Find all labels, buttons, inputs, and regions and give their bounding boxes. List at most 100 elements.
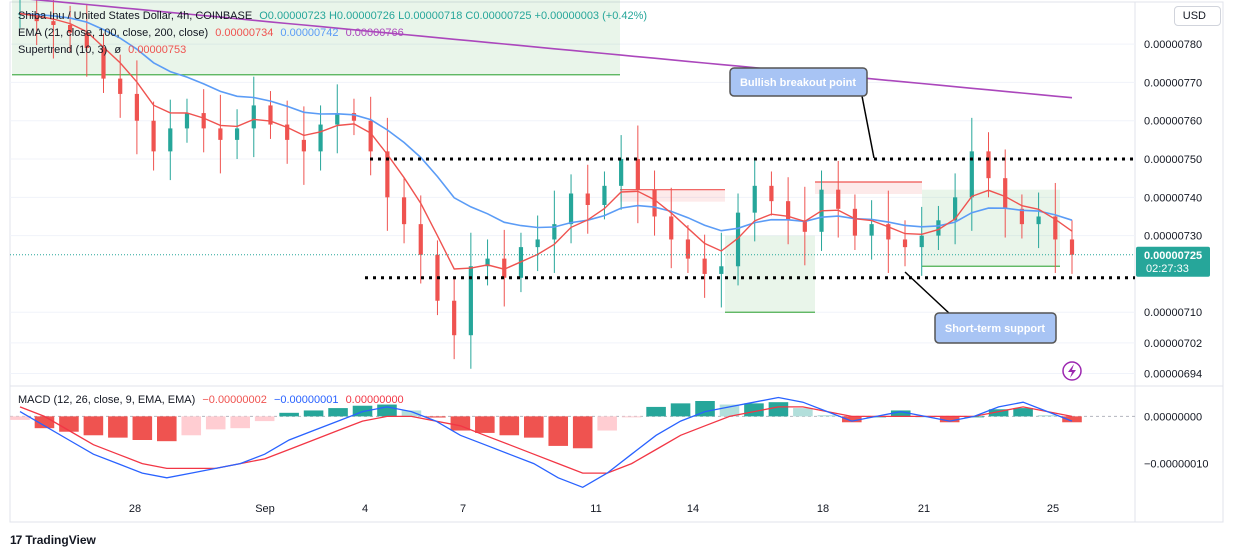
macd-histogram-bar — [1037, 415, 1058, 417]
macd-histogram-bar — [426, 416, 446, 418]
macd-histogram-bar — [842, 416, 862, 423]
macd-histogram-bar — [475, 416, 495, 433]
macd-histogram-bar — [939, 416, 960, 423]
candle-body — [335, 113, 340, 125]
candle-body — [368, 120, 373, 152]
macd-histogram-bar — [523, 416, 544, 438]
candle-body — [468, 266, 473, 336]
supertrend-value: 0.00000753 — [128, 44, 187, 56]
candle-body — [51, 21, 56, 25]
candle-body — [669, 216, 674, 240]
candle-body — [1053, 216, 1058, 240]
price-badge-countdown: 02:27:33 — [1146, 263, 1189, 275]
macd-histogram-bar — [303, 410, 324, 417]
supertrend-zone — [620, 189, 725, 202]
price-tick-label: 0.00000702 — [1144, 338, 1202, 350]
callout-box — [934, 312, 1057, 344]
ema100-value: 0.00000742 — [280, 27, 339, 39]
legend-symbol-row: Shiba Inu / United States Dollar, 4h, CO… — [18, 9, 647, 23]
currency-button[interactable]: USD — [1173, 6, 1221, 26]
candle-body — [101, 47, 106, 79]
ema-label: EMA (21, close, 100, close, 200, close) — [18, 27, 209, 39]
lightning-icon[interactable] — [1062, 361, 1082, 381]
eye-slash-icon: ø — [114, 44, 122, 56]
annotations: Bullish breakout point Short-term support — [729, 67, 1057, 344]
macd-histogram-bar — [621, 416, 642, 418]
legend-macd-row[interactable]: MACD (12, 26, close, 9, EMA, EMA) −0.000… — [18, 393, 404, 407]
price-axis: 0.00000780 0.00000770 0.00000760 0.00000750… — [1144, 39, 1209, 471]
change-value: +0.00000003 (+0.42%) — [534, 10, 648, 22]
candle-body — [502, 258, 507, 278]
macd-histogram-bar — [695, 401, 715, 417]
macd-histogram-bar — [132, 416, 153, 440]
price-badge-value: 0.00000725 — [1144, 250, 1202, 262]
candle-body — [919, 235, 924, 248]
candle-body — [1036, 216, 1041, 225]
tradingview-logo[interactable]: 17 TradingView — [10, 533, 96, 547]
time-tick-label: 25 — [1047, 503, 1059, 515]
time-tick-label: 4 — [362, 503, 368, 515]
candle-body — [485, 258, 490, 267]
candle-body — [118, 78, 123, 94]
candle-body — [318, 124, 323, 152]
macd-histogram-bar — [597, 416, 617, 431]
legend-supertrend-row[interactable]: Supertrend (10, 3) ø 0.00000753 — [18, 43, 186, 57]
candle-body — [902, 239, 908, 248]
ema21-line — [19, 12, 1073, 270]
candle-body — [936, 220, 941, 236]
candle-body — [34, 13, 39, 22]
macd-histogram-bar — [793, 408, 813, 417]
macd-signal-line — [19, 406, 1073, 474]
macd-signal-value: 0.00000000 — [345, 394, 404, 406]
callout-pointer — [861, 95, 875, 159]
candle-body — [769, 185, 774, 202]
candle-body — [84, 32, 89, 48]
price-tick-label: 0.00000694 — [1144, 369, 1202, 381]
callout-box — [729, 67, 868, 97]
price-badge-bg — [1136, 246, 1210, 277]
macd-pane — [10, 396, 1082, 489]
candle-body — [969, 151, 974, 198]
macd-histogram-bar — [254, 416, 275, 422]
macd-histogram-bar — [768, 402, 789, 417]
candle-body — [418, 224, 423, 255]
candle-body — [452, 300, 457, 336]
candle-body — [635, 159, 640, 190]
macd-histogram-bar — [279, 412, 299, 417]
candle-body — [134, 93, 139, 121]
macd-histogram-bar — [205, 416, 226, 430]
candle-body — [735, 212, 741, 267]
callout-support-text: Short-term support — [945, 323, 1046, 335]
macd-histogram-bar — [181, 416, 202, 436]
time-tick-label: 11 — [590, 503, 601, 515]
supertrend-label: Supertrend (10, 3) — [18, 44, 108, 56]
macd-line-value: −0.00000001 — [273, 394, 339, 406]
macd-histogram-bar — [230, 416, 250, 429]
candle-body — [218, 128, 223, 140]
ema200-value: 0.00000766 — [345, 27, 404, 39]
ema21-value: 0.00000734 — [215, 27, 274, 39]
candle-body — [201, 113, 206, 129]
time-tick-label: Sep — [255, 503, 275, 515]
time-tick-label: 28 — [129, 503, 141, 515]
time-axis: 28 Sep 4 7 11 14 18 21 25 — [129, 503, 1059, 515]
ohlc-values: O0.00000723 H0.00000726 L0.00000718 C0.0… — [259, 10, 532, 22]
candle-body — [652, 189, 657, 217]
candle-body — [67, 24, 73, 33]
candle-body — [1069, 239, 1075, 255]
candle-body — [168, 128, 173, 152]
macd-histogram-bar — [817, 415, 838, 417]
macd-histogram-bar — [157, 416, 177, 442]
candle-body — [752, 185, 757, 213]
horizontal-levels — [10, 157, 1135, 280]
legend-ema-row[interactable]: EMA (21, close, 100, close, 200, close) … — [18, 26, 404, 40]
macd-tick-label: −0.00000010 — [1144, 459, 1209, 471]
time-tick-label: 18 — [817, 503, 829, 515]
time-tick-label: 21 — [918, 503, 930, 515]
price-tick-label: 0.00000710 — [1144, 307, 1202, 319]
candle-body — [886, 224, 891, 240]
macd-histogram-bar — [401, 410, 422, 417]
candle-body — [1003, 178, 1008, 209]
